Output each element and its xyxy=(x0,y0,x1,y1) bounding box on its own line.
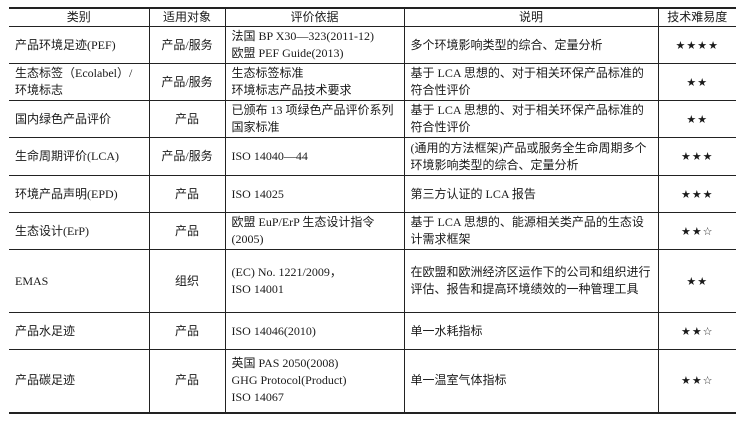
target-cell: 组织 xyxy=(148,249,225,313)
table-row: 国内绿色产品评价 产品 已颁布 13 项绿色产品评价系列国家标准 基于 LCA 思想的… xyxy=(9,100,736,138)
basis-line: 环境标志产品技术要求 xyxy=(231,83,352,97)
table-row: 产品环境足迹(PEF) 产品/服务 法国 BP X30—323(2011-12) 欧盟… xyxy=(9,26,736,64)
difficulty-stars: ★★★ xyxy=(657,137,736,176)
difficulty-stars: ★★ xyxy=(657,100,736,138)
description-cell: 第三方认证的 LCA 报告 xyxy=(403,175,658,213)
table-row: 生态标签（Ecolabel）/环境标志 产品/服务 生态标签标准环境标志产品技术要求… xyxy=(9,63,736,101)
description-cell: (通用的方法框架)产品或服务全生命周期多个环境影响类型的综合、定量分析 xyxy=(403,137,658,176)
target-cell: 产品 xyxy=(148,349,225,414)
table-row: 生命周期评价(LCA) 产品/服务 ISO 14040—44 (通用的方法框架)产品或… xyxy=(9,137,736,176)
target-cell: 产品/服务 xyxy=(148,63,225,101)
category-cell: 环境产品声明(EPD) xyxy=(9,175,149,213)
category-cell: 生命周期评价(LCA) xyxy=(9,137,149,176)
target-cell: 产品 xyxy=(148,100,225,138)
basis-line: (EC) No. 1221/2009， xyxy=(231,265,342,279)
category-cell: 产品水足迹 xyxy=(9,312,149,350)
target-cell: 产品 xyxy=(148,312,225,350)
basis-line: ISO 14001 xyxy=(231,282,284,296)
description-cell: 基于 LCA 思想的、对于相关环保产品标准的符合性评价 xyxy=(403,100,658,138)
basis-cell: 欧盟 EuP/ErP 生态设计指令(2005) xyxy=(224,212,404,250)
basis-line: 已颁布 13 项绿色产品评价系列国家标准 xyxy=(231,103,394,134)
basis-line: 法国 BP X30—323(2011-12) xyxy=(231,29,374,43)
table-row: 生态设计(ErP) 产品 欧盟 EuP/ErP 生态设计指令(2005) 基于 LCA… xyxy=(9,212,736,250)
difficulty-stars: ★★☆ xyxy=(657,312,736,350)
description-cell: 单一温室气体指标 xyxy=(403,349,658,414)
description-cell: 多个环境影响类型的综合、定量分析 xyxy=(403,26,658,64)
table-row: 产品碳足迹 产品 英国 PAS 2050(2008) GHG Protocol(Pro… xyxy=(9,349,736,414)
category-cell: 生态设计(ErP) xyxy=(9,212,149,250)
basis-cell: ISO 14046(2010) xyxy=(224,312,404,350)
description-cell: 在欧盟和欧洲经济区运作下的公司和组织进行评估、报告和提高环境绩效的一种管理工具 xyxy=(403,249,658,313)
basis-line: 英国 PAS 2050(2008) xyxy=(231,356,339,371)
target-cell: 产品/服务 xyxy=(148,137,225,176)
header-basis: 评价依据 xyxy=(224,7,404,27)
basis-line: ISO 14046(2010) xyxy=(231,323,316,338)
description-cell: 基于 LCA 思想的、能源相关类产品的生态设计需求框架 xyxy=(403,212,658,250)
header-target: 适用对象 xyxy=(148,7,225,27)
category-cell: 国内绿色产品评价 xyxy=(9,100,149,138)
basis-cell: 已颁布 13 项绿色产品评价系列国家标准 xyxy=(224,100,404,138)
target-cell: 产品 xyxy=(148,175,225,213)
basis-cell: (EC) No. 1221/2009， ISO 14001 xyxy=(224,249,404,313)
basis-cell: 生态标签标准环境标志产品技术要求 xyxy=(224,63,404,101)
description-cell: 单一水耗指标 xyxy=(403,312,658,350)
basis-line: ISO 14025 xyxy=(231,186,284,201)
evaluation-methods-table: 类别 适用对象 评价依据 说明 技术难易度 产品环境足迹(PEF) 产品/服务 法国… xyxy=(9,7,736,414)
basis-line: GHG Protocol(Product) xyxy=(231,373,347,388)
difficulty-stars: ★★☆ xyxy=(657,349,736,414)
basis-cell: 法国 BP X30—323(2011-12) 欧盟 PEF Guide(2013) xyxy=(224,26,404,64)
basis-line: 生态标签标准 xyxy=(231,66,304,80)
category-cell: EMAS xyxy=(9,249,149,313)
category-cell: 生态标签（Ecolabel）/环境标志 xyxy=(9,63,149,101)
difficulty-stars: ★★★ xyxy=(657,175,736,213)
category-cell: 产品环境足迹(PEF) xyxy=(9,26,149,64)
difficulty-stars: ★★ xyxy=(657,249,736,313)
basis-line: ISO 14040—44 xyxy=(231,149,308,163)
difficulty-stars: ★★★★ xyxy=(657,26,736,64)
basis-cell: 英国 PAS 2050(2008) GHG Protocol(Product) IS… xyxy=(224,349,404,414)
target-cell: 产品/服务 xyxy=(148,26,225,64)
header-category: 类别 xyxy=(9,7,149,27)
basis-line: 欧盟 EuP/ErP 生态设计指令(2005) xyxy=(231,215,375,246)
table-row: 产品水足迹 产品 ISO 14046(2010) 单一水耗指标 ★★☆ xyxy=(9,312,736,350)
basis-line: 欧盟 PEF Guide(2013) xyxy=(231,46,344,60)
header-description: 说明 xyxy=(403,7,658,27)
table-row: EMAS 组织 (EC) No. 1221/2009， ISO 14001 在欧盟和欧洲… xyxy=(9,249,736,313)
header-row: 类别 适用对象 评价依据 说明 技术难易度 xyxy=(9,7,736,27)
basis-line: ISO 14067 xyxy=(231,390,284,405)
basis-cell: ISO 14025 xyxy=(224,175,404,213)
category-cell: 产品碳足迹 xyxy=(9,349,149,414)
description-cell: 基于 LCA 思想的、对于相关环保产品标准的符合性评价 xyxy=(403,63,658,101)
target-cell: 产品 xyxy=(148,212,225,250)
difficulty-stars: ★★ xyxy=(657,63,736,101)
difficulty-stars: ★★☆ xyxy=(657,212,736,250)
header-difficulty: 技术难易度 xyxy=(657,7,736,27)
table-row: 环境产品声明(EPD) 产品 ISO 14025 第三方认证的 LCA 报告 ★★★ xyxy=(9,175,736,213)
basis-cell: ISO 14040—44 xyxy=(224,137,404,176)
